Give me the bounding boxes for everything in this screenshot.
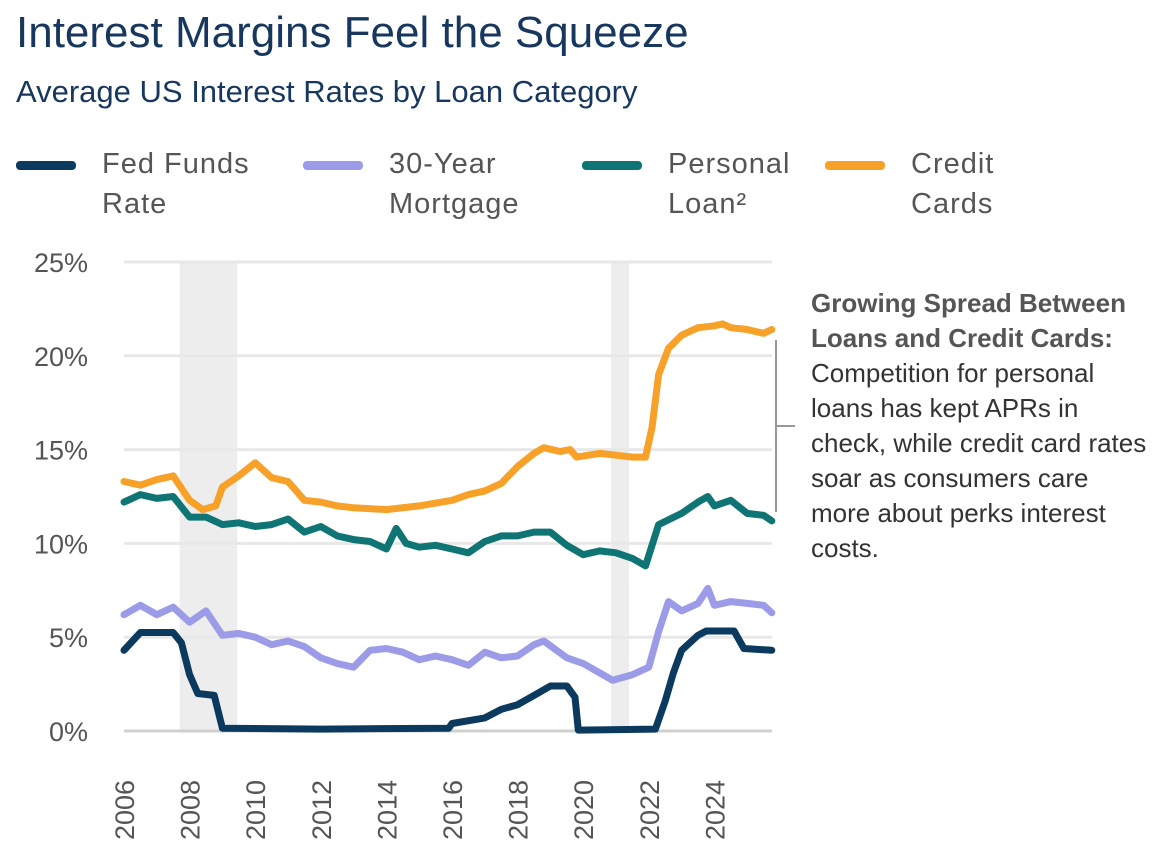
y-tick-label: 25%: [34, 248, 88, 278]
annotation-heading: Growing Spread Between Loans and Credit …: [811, 288, 1126, 353]
legend-item: Personal Loan²: [582, 144, 790, 224]
y-tick-label: 5%: [49, 623, 88, 653]
x-tick-label: 2020: [569, 780, 599, 840]
series-line-personal-loan-: [120, 491, 776, 570]
x-tick-label: 2018: [504, 780, 534, 840]
x-tick-label: 2022: [635, 780, 665, 840]
annotation: Growing Spread Between Loans and Credit …: [811, 286, 1151, 566]
annotation-body: Competition for personal loans has kept …: [811, 358, 1147, 563]
x-tick-label: 2012: [307, 780, 337, 840]
legend-item: Fed Funds Rate: [16, 144, 250, 224]
x-tick-label: 2016: [438, 780, 468, 840]
recession-band: [611, 262, 630, 731]
legend-swatch: [16, 161, 76, 170]
legend-swatch: [303, 161, 363, 170]
x-tick-label: 2006: [110, 780, 140, 840]
legend-label: 30-Year Mortgage: [389, 148, 520, 220]
x-tick-label: 2008: [176, 780, 206, 840]
series-line-30-year-mortgage: [120, 584, 776, 684]
legend-label: Personal Loan²: [668, 148, 791, 220]
y-tick-label: 10%: [34, 529, 88, 559]
y-tick-label: 20%: [34, 342, 88, 372]
x-tick-label: 2024: [700, 780, 730, 840]
legend-label: Credit Cards: [911, 148, 995, 220]
y-tick-label: 0%: [49, 717, 88, 747]
legend-swatch: [582, 161, 642, 170]
legend-item: Credit Cards: [825, 144, 994, 224]
x-tick-label: 2014: [372, 780, 402, 840]
series-line-credit-cards: [120, 320, 776, 514]
legend-label: Fed Funds Rate: [102, 148, 250, 220]
legend-swatch: [825, 161, 885, 170]
y-tick-label: 15%: [34, 436, 88, 466]
x-tick-label: 2010: [241, 780, 271, 840]
series-line-fed-funds-rate: [120, 627, 776, 734]
legend-item: 30-Year Mortgage: [303, 144, 520, 224]
chart-title: Interest Margins Feel the Squeeze: [16, 8, 689, 57]
chart-subtitle: Average US Interest Rates by Loan Catego…: [16, 74, 638, 109]
